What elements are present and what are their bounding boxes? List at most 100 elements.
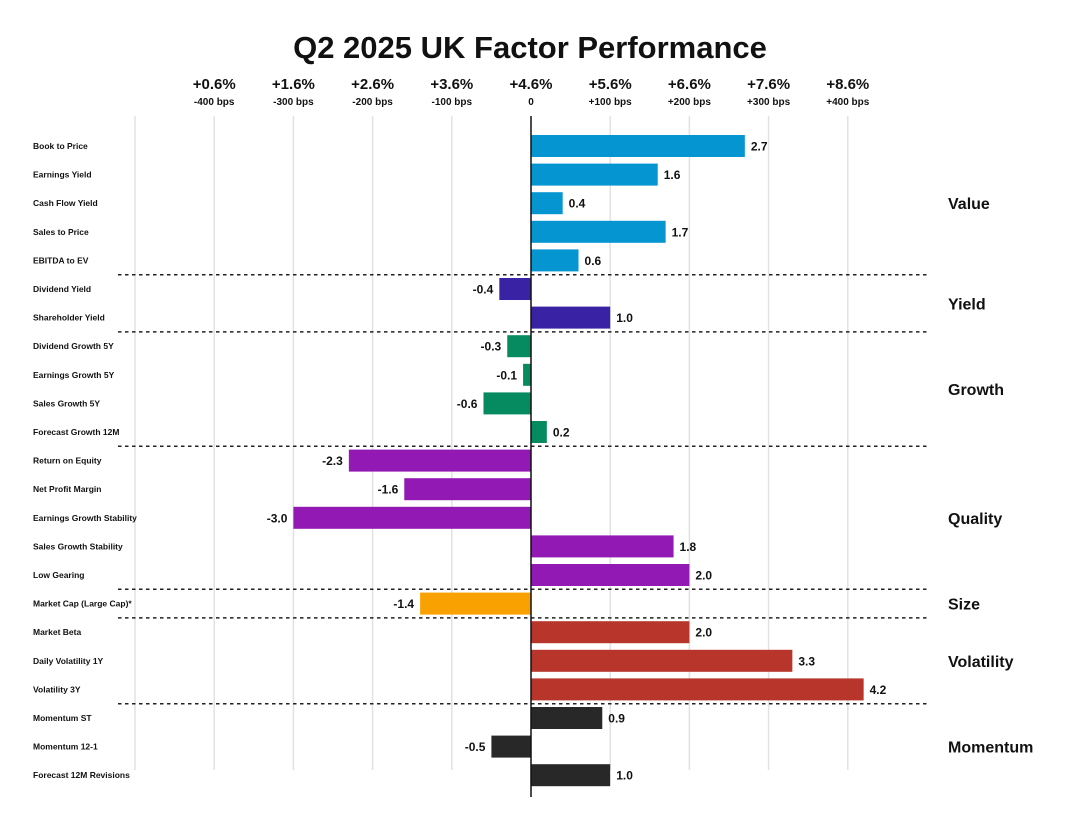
bar: [531, 220, 666, 243]
factor-label: Cash Flow Yield: [33, 198, 98, 208]
tick-label-bps: -200 bps: [352, 97, 393, 108]
factor-label: Volatility 3Y: [33, 684, 81, 694]
factor-label: Momentum 12-1: [33, 742, 98, 752]
bar: [531, 621, 690, 644]
factor-label: Return on Equity: [33, 456, 102, 466]
factor-label: Low Gearing: [33, 570, 84, 580]
bar: [531, 649, 793, 672]
bar: [499, 278, 531, 300]
factor-label: Sales Growth 5Y: [33, 398, 100, 408]
tick-label-bps: -400 bps: [194, 97, 235, 108]
tick-label-bps: +100 bps: [589, 97, 633, 108]
tick-label-pct: +8.6%: [826, 76, 869, 93]
bar: [531, 535, 674, 558]
value-label: 1.8: [680, 540, 697, 554]
factor-label: Book to Price: [33, 141, 88, 151]
gridlines: [134, 116, 849, 770]
bar: [531, 764, 611, 787]
factor-label: Net Profit Margin: [33, 484, 101, 494]
bar: [420, 592, 531, 615]
group-label: Size: [948, 597, 980, 614]
bar: [531, 249, 579, 272]
value-label: -0.5: [465, 740, 486, 754]
factor-label: Earnings Yield: [33, 170, 92, 180]
tick-label-bps: 0: [528, 97, 534, 108]
tick-label-bps: +300 bps: [747, 97, 791, 108]
value-label: 1.6: [664, 168, 681, 182]
bars: 2.7 1.6 0.4 1.7 0.6 -0.4 1.0 -0.3 -0.1 -0.6 0.2 -2.…: [267, 135, 887, 787]
tick-label-pct: +3.6%: [430, 76, 473, 93]
tick-label-pct: +2.6%: [351, 76, 394, 93]
bar: [491, 735, 531, 758]
bar: [531, 564, 690, 586]
factor-label: Market Beta: [33, 627, 81, 637]
bar: [531, 421, 547, 443]
factor-label: EBITDA to EV: [33, 255, 89, 265]
bar: [507, 335, 531, 358]
group-dividers: [118, 273, 930, 705]
value-label: 1.0: [616, 311, 633, 325]
value-label: -0.6: [457, 397, 478, 411]
bar: [531, 707, 603, 729]
tick-label-pct: +4.6%: [510, 76, 553, 93]
group-label: Value: [948, 196, 990, 213]
row-labels: Book to Price Earnings Yield Cash Flow Yie…: [33, 141, 137, 780]
bar: [523, 363, 531, 386]
bar: [531, 192, 563, 215]
factor-label: Market Cap (Large Cap)*: [33, 599, 132, 609]
group-label: Quality: [948, 511, 1002, 528]
tick-label-pct: +6.6%: [668, 76, 711, 93]
value-label: 0.4: [569, 197, 586, 211]
value-label: 3.3: [798, 654, 815, 668]
factor-label: Forecast Growth 12M: [33, 427, 119, 437]
group-label: Growth: [948, 382, 1004, 399]
value-label: 1.7: [672, 225, 689, 239]
bar: [404, 478, 531, 501]
factor-label: Sales Growth Stability: [33, 541, 123, 551]
factor-label: Earnings Growth Stability: [33, 513, 137, 523]
factor-label: Daily Volatility 1Y: [33, 656, 104, 666]
value-label: -0.4: [473, 283, 494, 297]
value-label: 0.6: [585, 254, 602, 268]
value-label: 2.0: [695, 569, 712, 583]
value-label: -1.4: [393, 597, 414, 611]
tick-label-bps: +400 bps: [826, 97, 870, 108]
value-label: 1.0: [616, 769, 633, 783]
factor-label: Dividend Yield: [33, 284, 91, 294]
tick-label-pct: +7.6%: [747, 76, 790, 93]
factor-label: Forecast 12M Revisions: [33, 770, 130, 780]
tick-label-pct: +5.6%: [589, 76, 632, 93]
factor-label: Dividend Growth 5Y: [33, 341, 114, 351]
value-label: 2.0: [695, 626, 712, 640]
group-label: Yield: [948, 296, 986, 313]
bar: [293, 506, 531, 529]
value-label: 4.2: [870, 683, 887, 697]
bar: [348, 449, 531, 472]
bar: [531, 163, 658, 186]
value-label: 2.7: [751, 140, 768, 154]
value-label: 0.2: [553, 426, 570, 440]
group-label: Momentum: [948, 740, 1033, 757]
bar: [531, 306, 611, 329]
value-label: -0.1: [496, 368, 517, 382]
group-label: Volatility: [948, 654, 1014, 671]
chart-title: Q2 2025 UK Factor Performance: [293, 30, 767, 65]
tick-label-pct: +1.6%: [272, 76, 315, 93]
bar: [531, 135, 745, 157]
factor-label: Shareholder Yield: [33, 313, 105, 323]
value-label: 0.9: [608, 712, 625, 726]
factor-label: Sales to Price: [33, 227, 89, 237]
value-label: -2.3: [322, 454, 343, 468]
bar: [531, 678, 864, 701]
group-labels: Value Yield Growth Quality Size Volatility Mom…: [948, 196, 1033, 756]
value-label: -3.0: [267, 511, 288, 525]
x-axis-ticks: +0.6% -400 bps +1.6% -300 bps +2.6% -200 bps +…: [193, 76, 870, 108]
tick-label-bps: -300 bps: [273, 97, 314, 108]
factor-label: Momentum ST: [33, 713, 92, 723]
tick-label-pct: +0.6%: [193, 76, 236, 93]
value-label: -0.3: [481, 340, 502, 354]
tick-label-bps: -100 bps: [432, 97, 473, 108]
value-label: -1.6: [378, 483, 399, 497]
factor-label: Earnings Growth 5Y: [33, 370, 115, 380]
